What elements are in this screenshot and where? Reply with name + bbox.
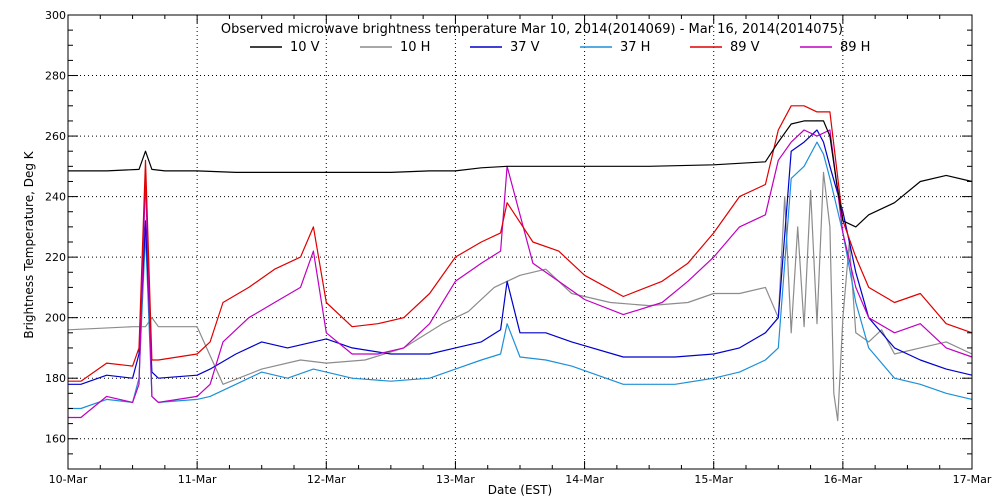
series-line-89-v — [68, 105, 973, 382]
x-tick-label: 16-Mar — [823, 473, 862, 486]
series-line-89-h — [68, 129, 973, 419]
y-tick-label: 220 — [45, 251, 66, 264]
y-tick-label: 260 — [45, 130, 66, 143]
y-tick-label: 300 — [45, 9, 66, 22]
chart-title: Observed microwave brightness temperatur… — [221, 22, 843, 37]
x-tick-label: 15-Mar — [694, 473, 733, 486]
x-tick-label: 17-Mar — [953, 473, 992, 486]
series-line-10-h — [67, 171, 973, 422]
y-tick-label: 240 — [45, 191, 66, 204]
series-line-37-v — [68, 129, 973, 385]
y-tick-label: 200 — [45, 312, 66, 325]
y-tick-label: 180 — [45, 372, 66, 385]
plot-frame — [67, 14, 973, 470]
y-axis-label: Brightness Temperature, Deg K — [22, 150, 36, 338]
y-tick-label: 280 — [45, 70, 66, 83]
grid-lines — [68, 15, 972, 469]
legend-label: 10 V — [290, 40, 320, 55]
legend-label: 37 V — [510, 40, 540, 55]
legend-label: 89 H — [840, 40, 870, 55]
x-tick-label: 10-Mar — [49, 473, 88, 486]
axis-ticks — [67, 14, 973, 470]
x-tick-label: 14-Mar — [565, 473, 604, 486]
tick-labels: 10-Mar 11-Mar 12-Mar 13-Mar 14-Mar 15-Mar 16-M… — [45, 9, 992, 486]
legend-label: 10 H — [400, 40, 430, 55]
series-line-10-v — [68, 120, 973, 228]
legend-label: 37 H — [620, 40, 650, 55]
y-tick-label: 160 — [45, 433, 66, 446]
x-tick-label: 13-Mar — [436, 473, 475, 486]
series-lines — [67, 105, 973, 422]
x-axis-label: Date (EST) — [488, 483, 552, 497]
legend: 10 V 10 H 37 V 37 H 89 V 89 H — [250, 40, 870, 55]
legend-label: 89 V — [730, 40, 760, 55]
x-tick-label: 12-Mar — [307, 473, 346, 486]
x-tick-label: 11-Mar — [178, 473, 217, 486]
